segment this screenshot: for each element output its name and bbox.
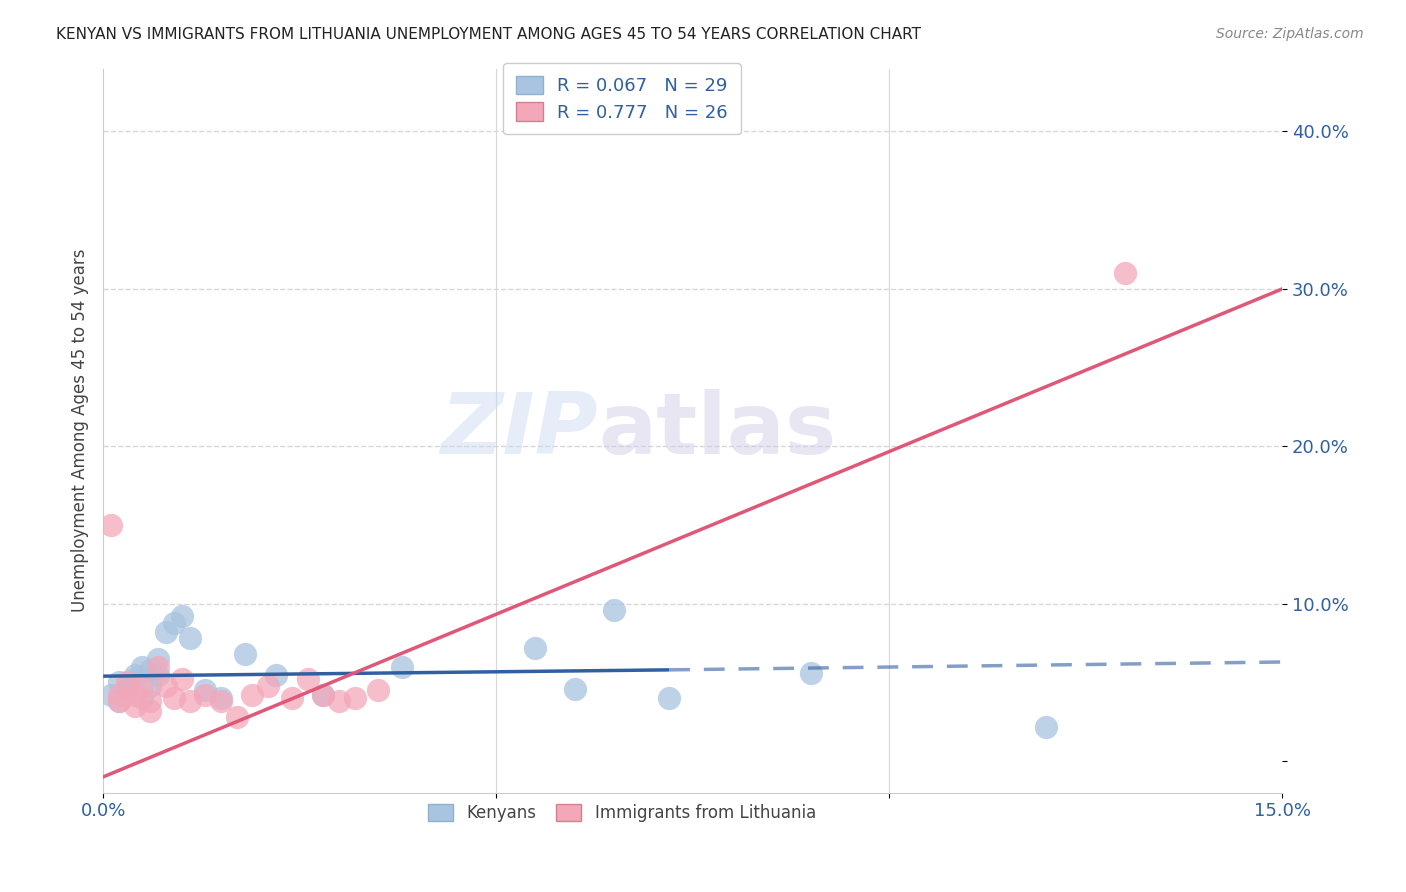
Point <box>281 691 304 706</box>
Y-axis label: Unemployment Among Ages 45 to 54 years: Unemployment Among Ages 45 to 54 years <box>72 249 89 612</box>
Point <box>264 667 287 681</box>
Point <box>115 679 138 693</box>
Point <box>312 688 335 702</box>
Point <box>328 694 350 708</box>
Text: Source: ZipAtlas.com: Source: ZipAtlas.com <box>1216 27 1364 41</box>
Point <box>225 710 247 724</box>
Point <box>1114 266 1136 280</box>
Point <box>367 683 389 698</box>
Point <box>139 694 162 708</box>
Text: KENYAN VS IMMIGRANTS FROM LITHUANIA UNEMPLOYMENT AMONG AGES 45 TO 54 YEARS CORRE: KENYAN VS IMMIGRANTS FROM LITHUANIA UNEM… <box>56 27 921 42</box>
Legend: Kenyans, Immigrants from Lithuania: Kenyans, Immigrants from Lithuania <box>415 790 830 835</box>
Point <box>257 679 280 693</box>
Point <box>124 673 146 687</box>
Point <box>163 615 186 630</box>
Point <box>343 691 366 706</box>
Point <box>146 659 169 673</box>
Point <box>233 647 256 661</box>
Point <box>139 663 162 677</box>
Point <box>209 694 232 708</box>
Point <box>108 694 131 708</box>
Point <box>194 683 217 698</box>
Point <box>564 681 586 696</box>
Point <box>524 640 547 655</box>
Point <box>131 679 153 693</box>
Text: atlas: atlas <box>599 389 837 472</box>
Point <box>800 666 823 681</box>
Point <box>170 673 193 687</box>
Point <box>108 675 131 690</box>
Point <box>124 688 146 702</box>
Point <box>297 673 319 687</box>
Point <box>146 667 169 681</box>
Point <box>108 694 131 708</box>
Point <box>131 691 153 706</box>
Point <box>209 691 232 706</box>
Point <box>139 704 162 718</box>
Point <box>115 683 138 698</box>
Point <box>391 659 413 673</box>
Point <box>163 691 186 706</box>
Point <box>146 652 169 666</box>
Point <box>100 688 122 702</box>
Text: ZIP: ZIP <box>440 389 599 472</box>
Point <box>658 691 681 706</box>
Point <box>312 688 335 702</box>
Point <box>155 625 177 640</box>
Point <box>124 667 146 681</box>
Point <box>179 632 201 646</box>
Point <box>179 694 201 708</box>
Point <box>131 659 153 673</box>
Point <box>194 688 217 702</box>
Point <box>155 679 177 693</box>
Point <box>115 675 138 690</box>
Point <box>170 609 193 624</box>
Point <box>124 699 146 714</box>
Point <box>1035 720 1057 734</box>
Point <box>603 603 626 617</box>
Point <box>139 679 162 693</box>
Point <box>108 688 131 702</box>
Point <box>242 688 264 702</box>
Point <box>100 518 122 533</box>
